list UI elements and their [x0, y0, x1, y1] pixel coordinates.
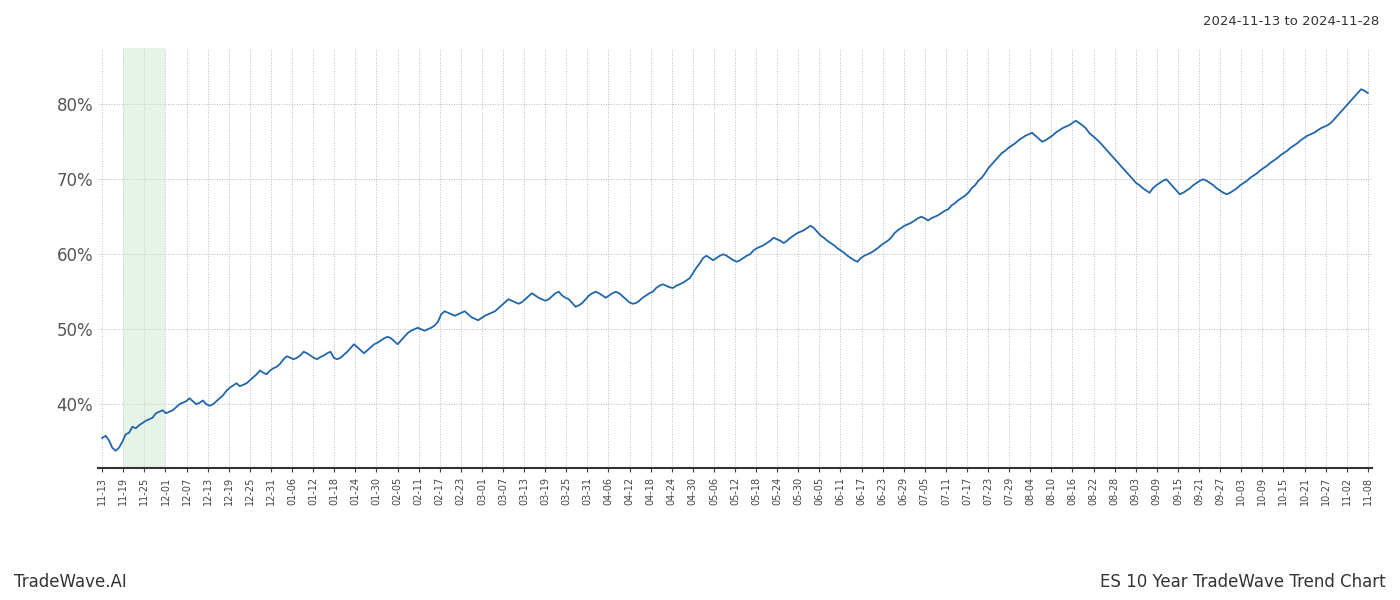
Bar: [123, 48, 165, 468]
Text: TradeWave.AI: TradeWave.AI: [14, 573, 127, 591]
Text: ES 10 Year TradeWave Trend Chart: ES 10 Year TradeWave Trend Chart: [1100, 573, 1386, 591]
Text: 2024-11-13 to 2024-11-28: 2024-11-13 to 2024-11-28: [1203, 15, 1379, 28]
